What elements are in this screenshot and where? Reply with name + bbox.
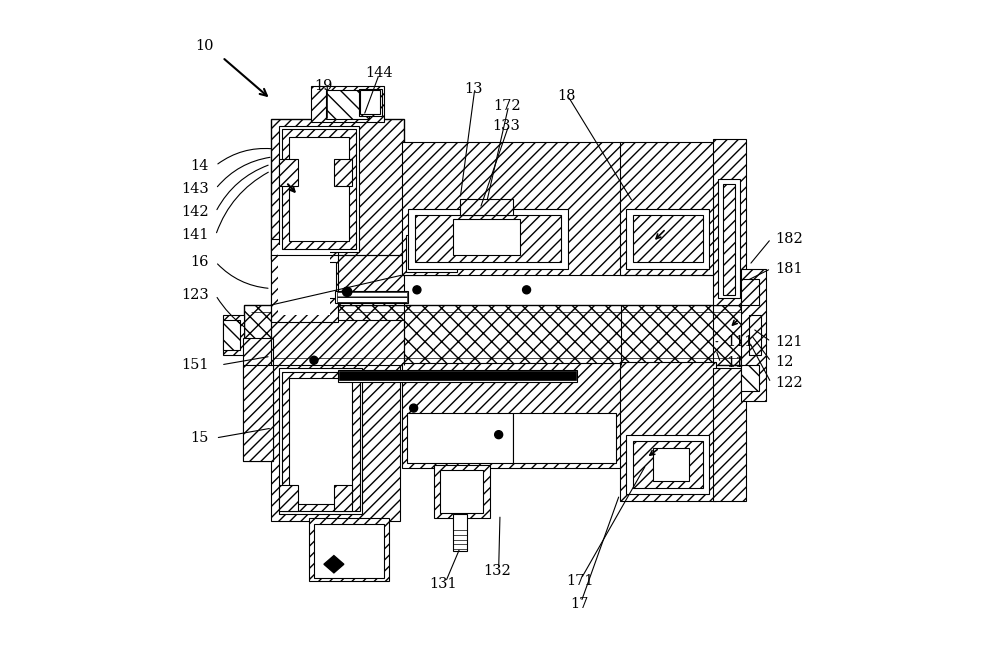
Bar (406, 235, 457, 272)
Bar (271, 239, 338, 322)
Circle shape (495, 431, 503, 439)
Bar (359, 89, 382, 116)
Bar (334, 484, 352, 511)
Text: 121: 121 (776, 334, 803, 348)
Bar (440, 470, 483, 513)
Text: 142: 142 (181, 205, 209, 219)
Bar (513, 413, 616, 462)
Bar (402, 363, 621, 468)
Text: 18: 18 (557, 89, 576, 103)
Text: 133: 133 (493, 119, 521, 133)
Bar (279, 262, 336, 298)
Text: 17: 17 (571, 597, 589, 611)
Text: 111: 111 (726, 334, 753, 348)
Bar (653, 448, 689, 481)
Bar (223, 315, 244, 355)
Bar (453, 218, 520, 255)
Bar (713, 369, 746, 501)
Bar (223, 320, 240, 350)
Text: 132: 132 (483, 564, 511, 578)
Bar (620, 362, 716, 501)
Bar (633, 215, 703, 262)
Bar (326, 90, 369, 119)
Text: 14: 14 (191, 159, 209, 173)
Text: 10: 10 (195, 39, 214, 53)
Text: 11: 11 (726, 356, 744, 370)
Text: 141: 141 (181, 228, 209, 243)
Bar (244, 305, 762, 365)
Bar (279, 126, 359, 252)
Bar (360, 90, 380, 115)
Bar (338, 370, 577, 381)
Bar (337, 293, 407, 302)
Bar (271, 119, 404, 259)
Circle shape (410, 404, 418, 412)
Text: 181: 181 (776, 261, 803, 275)
Text: 131: 131 (430, 577, 457, 591)
Bar (314, 525, 384, 578)
Bar (335, 291, 408, 303)
Bar (282, 129, 356, 249)
Text: 143: 143 (181, 182, 209, 196)
Bar (626, 209, 709, 269)
Text: 13: 13 (464, 82, 483, 96)
Text: 144: 144 (365, 66, 393, 80)
Bar (741, 365, 759, 391)
Bar (407, 413, 513, 462)
Circle shape (523, 286, 531, 294)
Text: 19: 19 (315, 79, 333, 93)
Circle shape (343, 287, 352, 296)
Text: 172: 172 (493, 98, 520, 113)
Bar (279, 484, 298, 511)
Bar (620, 142, 716, 275)
Bar (289, 137, 349, 241)
Bar (271, 362, 400, 521)
Bar (749, 315, 761, 355)
Bar (633, 442, 703, 488)
Bar (741, 269, 766, 401)
Text: 15: 15 (191, 431, 209, 445)
Bar (278, 245, 330, 315)
Text: 122: 122 (776, 376, 803, 390)
Text: 171: 171 (566, 574, 593, 588)
Bar (311, 86, 384, 123)
Bar (402, 232, 461, 275)
Text: 123: 123 (181, 288, 209, 302)
Text: 16: 16 (190, 255, 209, 269)
Bar (271, 255, 404, 305)
Bar (408, 209, 568, 269)
Circle shape (310, 356, 318, 364)
Bar (718, 179, 740, 298)
Polygon shape (324, 555, 344, 573)
Bar (334, 159, 352, 186)
Text: 151: 151 (181, 358, 209, 372)
Bar (243, 338, 273, 461)
Bar (741, 279, 759, 305)
Bar (282, 372, 360, 511)
Bar (626, 435, 709, 494)
Bar (243, 365, 273, 461)
Bar (723, 184, 735, 295)
Text: 12: 12 (776, 354, 794, 368)
Bar (279, 369, 362, 515)
Bar (339, 371, 576, 380)
Text: 182: 182 (776, 232, 803, 246)
Bar (271, 320, 404, 365)
Bar (460, 199, 513, 215)
Bar (309, 518, 389, 581)
Bar (415, 215, 561, 262)
Bar (279, 159, 298, 186)
Bar (402, 142, 621, 275)
Bar (434, 464, 490, 518)
Circle shape (413, 286, 421, 294)
Bar (453, 515, 467, 551)
Bar (713, 139, 746, 305)
Bar (289, 378, 352, 505)
